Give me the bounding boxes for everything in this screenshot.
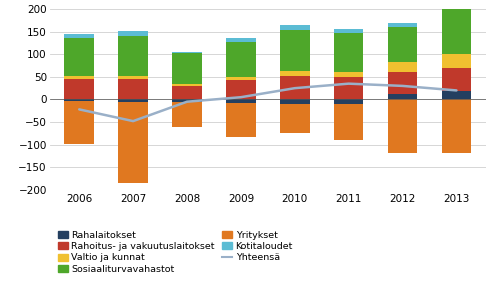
Bar bbox=[64, 79, 94, 99]
Bar bbox=[172, 84, 202, 86]
Bar bbox=[441, 99, 471, 153]
Bar bbox=[226, 99, 256, 103]
Bar bbox=[334, 77, 364, 99]
Bar bbox=[441, 0, 471, 6]
Bar bbox=[280, 104, 310, 133]
Bar bbox=[226, 103, 256, 137]
Bar bbox=[64, 76, 94, 79]
Bar bbox=[64, 35, 94, 38]
Bar bbox=[64, 99, 94, 101]
Bar bbox=[388, 99, 417, 153]
Bar bbox=[388, 72, 417, 94]
Bar bbox=[119, 36, 148, 76]
Bar bbox=[441, 91, 471, 99]
Bar bbox=[119, 76, 148, 79]
Bar bbox=[334, 33, 364, 72]
Bar bbox=[441, 68, 471, 91]
Bar bbox=[119, 99, 148, 102]
Bar bbox=[280, 76, 310, 99]
Bar bbox=[226, 77, 256, 80]
Bar bbox=[226, 38, 256, 42]
Bar bbox=[172, 54, 202, 84]
Bar bbox=[441, 54, 471, 68]
Bar bbox=[64, 101, 94, 144]
Bar bbox=[334, 99, 364, 104]
Bar bbox=[388, 62, 417, 72]
Bar bbox=[172, 86, 202, 99]
Bar bbox=[172, 52, 202, 54]
Bar bbox=[280, 30, 310, 71]
Bar bbox=[280, 71, 310, 76]
Bar bbox=[226, 80, 256, 99]
Bar bbox=[388, 23, 417, 27]
Bar bbox=[64, 38, 94, 76]
Bar bbox=[334, 29, 364, 33]
Bar bbox=[119, 79, 148, 99]
Bar bbox=[280, 99, 310, 104]
Bar bbox=[388, 94, 417, 99]
Legend: Rahalaitokset, Rahoitus- ja vakuutuslaitokset, Valtio ja kunnat, Sosiaaliturvava: Rahalaitokset, Rahoitus- ja vakuutuslait… bbox=[55, 227, 297, 278]
Bar bbox=[388, 27, 417, 62]
Bar bbox=[441, 6, 471, 54]
Bar bbox=[172, 102, 202, 127]
Bar bbox=[119, 31, 148, 36]
Bar bbox=[334, 72, 364, 77]
Bar bbox=[280, 24, 310, 30]
Bar bbox=[119, 102, 148, 183]
Bar bbox=[172, 99, 202, 102]
Bar bbox=[334, 104, 364, 140]
Bar bbox=[226, 42, 256, 77]
